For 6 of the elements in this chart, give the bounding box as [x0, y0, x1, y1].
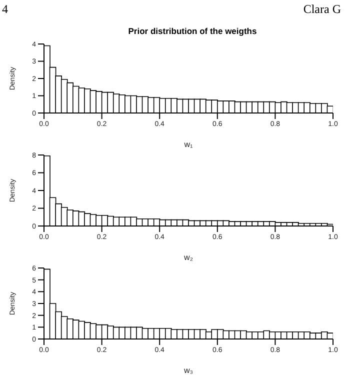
text: Clara G — [303, 2, 341, 18]
x-axis-title: w₃ — [182, 366, 194, 375]
x-axis-title: w₂ — [183, 253, 193, 262]
x-axis-title: w₁ — [183, 140, 194, 149]
text: 4 — [2, 2, 8, 18]
chart-title: Prior distribution of the weigths — [127, 26, 258, 38]
